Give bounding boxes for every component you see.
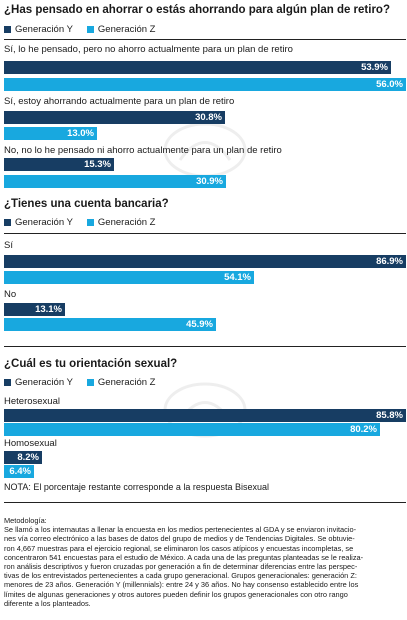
methodology-text: Se llamó a los internautas a llenar la e…	[4, 525, 400, 608]
methodology-title: Metodología:	[4, 516, 47, 525]
bar-gen-z: 56.0%	[4, 78, 406, 91]
category-label: No	[4, 289, 17, 300]
methodology-line: ron 4,667 muestras para el ejercicio reg…	[4, 543, 354, 553]
bar-value-label: 15.3%	[84, 159, 111, 170]
legend-label-gen-z: Generación Z	[97, 377, 156, 388]
bar-gen-z: 6.4%	[4, 465, 34, 478]
bar-value-label: 45.9%	[186, 319, 213, 330]
legend-swatch-gen-y	[4, 379, 11, 386]
chart-1-title: ¿Has pensado en ahorrar o estás ahorrand…	[4, 4, 390, 16]
category-label: No, no lo he pensado ni ahorro actualmen…	[4, 145, 282, 156]
legend-swatch-gen-z	[86, 219, 94, 226]
chart-2-bottom-rule	[4, 346, 406, 347]
bar-value-label: 8.2%	[17, 452, 39, 463]
bar-gen-y: 13.1%	[4, 303, 65, 316]
bar-value-label: 6.4%	[9, 466, 31, 477]
chart-3-title: ¿Cuál es tu orientación sexual?	[4, 358, 178, 370]
bar-value-label: 85.8%	[376, 410, 403, 421]
legend-label-gen-z: Generación Z	[97, 217, 156, 228]
chart-2-title: ¿Tienes una cuenta bancaria?	[4, 198, 169, 210]
category-label: Sí, lo he pensado, pero no ahorro actual…	[4, 44, 293, 55]
category-label: Heterosexual	[4, 396, 60, 407]
methodology-line: concentraron 541 encuestas para el estud…	[4, 552, 364, 562]
methodology-line: límites de algunas generaciones y otros …	[4, 589, 348, 599]
legend-label-gen-y: Generación Y	[15, 377, 73, 388]
bar-gen-z: 30.9%	[4, 175, 226, 188]
bar-gen-z: 13.0%	[4, 127, 97, 140]
legend-label-gen-y: Generación Y	[15, 217, 73, 228]
bar-gen-y: 86.9%	[4, 255, 406, 268]
bar-value-label: 86.9%	[376, 256, 403, 267]
methodology-line: menores de 23 años. Generación Y (millen…	[4, 580, 359, 590]
bar-value-label: 80.2%	[350, 424, 377, 435]
chart-1-top-rule	[4, 39, 406, 40]
chart-3-bottom-rule	[4, 502, 406, 503]
methodology-line: Se llamó a los internautas a llenar la e…	[4, 525, 357, 535]
legend-swatch-gen-y	[4, 26, 11, 33]
bar-gen-y: 30.8%	[4, 111, 225, 124]
bar-value-label: 56.0%	[376, 79, 403, 90]
legend-swatch-gen-z	[86, 379, 94, 386]
methodology: Metodología: Se llamó a los internautas …	[4, 516, 400, 608]
bar-gen-z: 80.2%	[4, 423, 380, 436]
legend-label-gen-y: Generación Y	[15, 24, 73, 35]
chart-2-legend: Generación Y Generación Z	[4, 217, 169, 228]
bar-gen-y: 15.3%	[4, 158, 114, 171]
legend-swatch-gen-y	[4, 219, 11, 226]
methodology-line: tivas de los entrevistados perteneciente…	[4, 571, 357, 581]
bar-value-label: 54.1%	[224, 272, 251, 283]
bar-value-label: 13.0%	[67, 128, 94, 139]
bar-value-label: 13.1%	[35, 304, 62, 315]
bar-value-label: 30.9%	[196, 176, 223, 187]
bar-gen-z: 54.1%	[4, 271, 254, 284]
chart-1-legend: Generación Y Generación Z	[4, 24, 169, 35]
methodology-line: ron análisis descriptivos y fueron cruza…	[4, 562, 358, 572]
methodology-line: diferente a los planteados.	[4, 598, 91, 608]
category-label: Sí	[4, 240, 13, 251]
methodology-line: nes vía correo electrónico a las bases d…	[4, 534, 355, 544]
bar-gen-y: 8.2%	[4, 451, 42, 464]
bar-gen-y: 53.9%	[4, 61, 391, 74]
bar-value-label: 53.9%	[361, 62, 388, 73]
bar-value-label: 30.8%	[195, 112, 222, 123]
chart-3-legend: Generación Y Generación Z	[4, 377, 169, 388]
category-label: Sí, estoy ahorrando actualmente para un …	[4, 96, 235, 107]
chart-2-top-rule	[4, 233, 406, 234]
bar-gen-z: 45.9%	[4, 318, 216, 331]
bar-gen-y: 85.8%	[4, 409, 406, 422]
category-label: Homosexual	[4, 438, 57, 449]
legend-label-gen-z: Generación Z	[97, 24, 156, 35]
chart-3-note: NOTA: El porcentaje restante corresponde…	[4, 482, 269, 492]
legend-swatch-gen-z	[86, 26, 94, 33]
